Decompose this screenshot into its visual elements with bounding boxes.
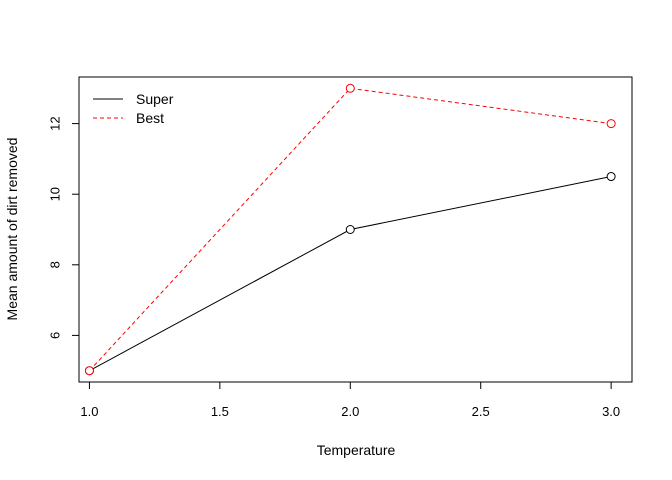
y-axis: 6 8 10 12 <box>47 116 80 339</box>
x-axis: 1.0 1.5 2.0 2.5 3.0 <box>80 381 620 419</box>
x-tick-label: 1.0 <box>80 404 98 419</box>
series-point-best <box>345 83 355 93</box>
legend-best-label: Best <box>136 110 164 126</box>
y-tick-label: 10 <box>47 187 62 201</box>
x-axis-label: Temperature <box>317 442 396 458</box>
x-tick-label: 1.5 <box>211 404 229 419</box>
series-point-super <box>345 225 355 234</box>
y-axis-label: Mean amount of dirt removed <box>4 138 20 321</box>
series-layer <box>84 83 616 376</box>
series-line-best <box>89 87 612 372</box>
series-point-best <box>606 119 616 129</box>
x-tick-label: 2.0 <box>341 404 359 419</box>
y-tick-label: 6 <box>47 332 62 339</box>
y-tick-label: 12 <box>47 116 62 130</box>
legend: Super Best <box>93 91 174 126</box>
series-point-super <box>606 172 616 182</box>
legend-super-label: Super <box>136 91 174 107</box>
y-tick-label: 8 <box>47 261 62 268</box>
x-tick-label: 2.5 <box>472 404 490 419</box>
series-point-best <box>84 366 94 376</box>
x-tick-label: 3.0 <box>602 404 620 419</box>
